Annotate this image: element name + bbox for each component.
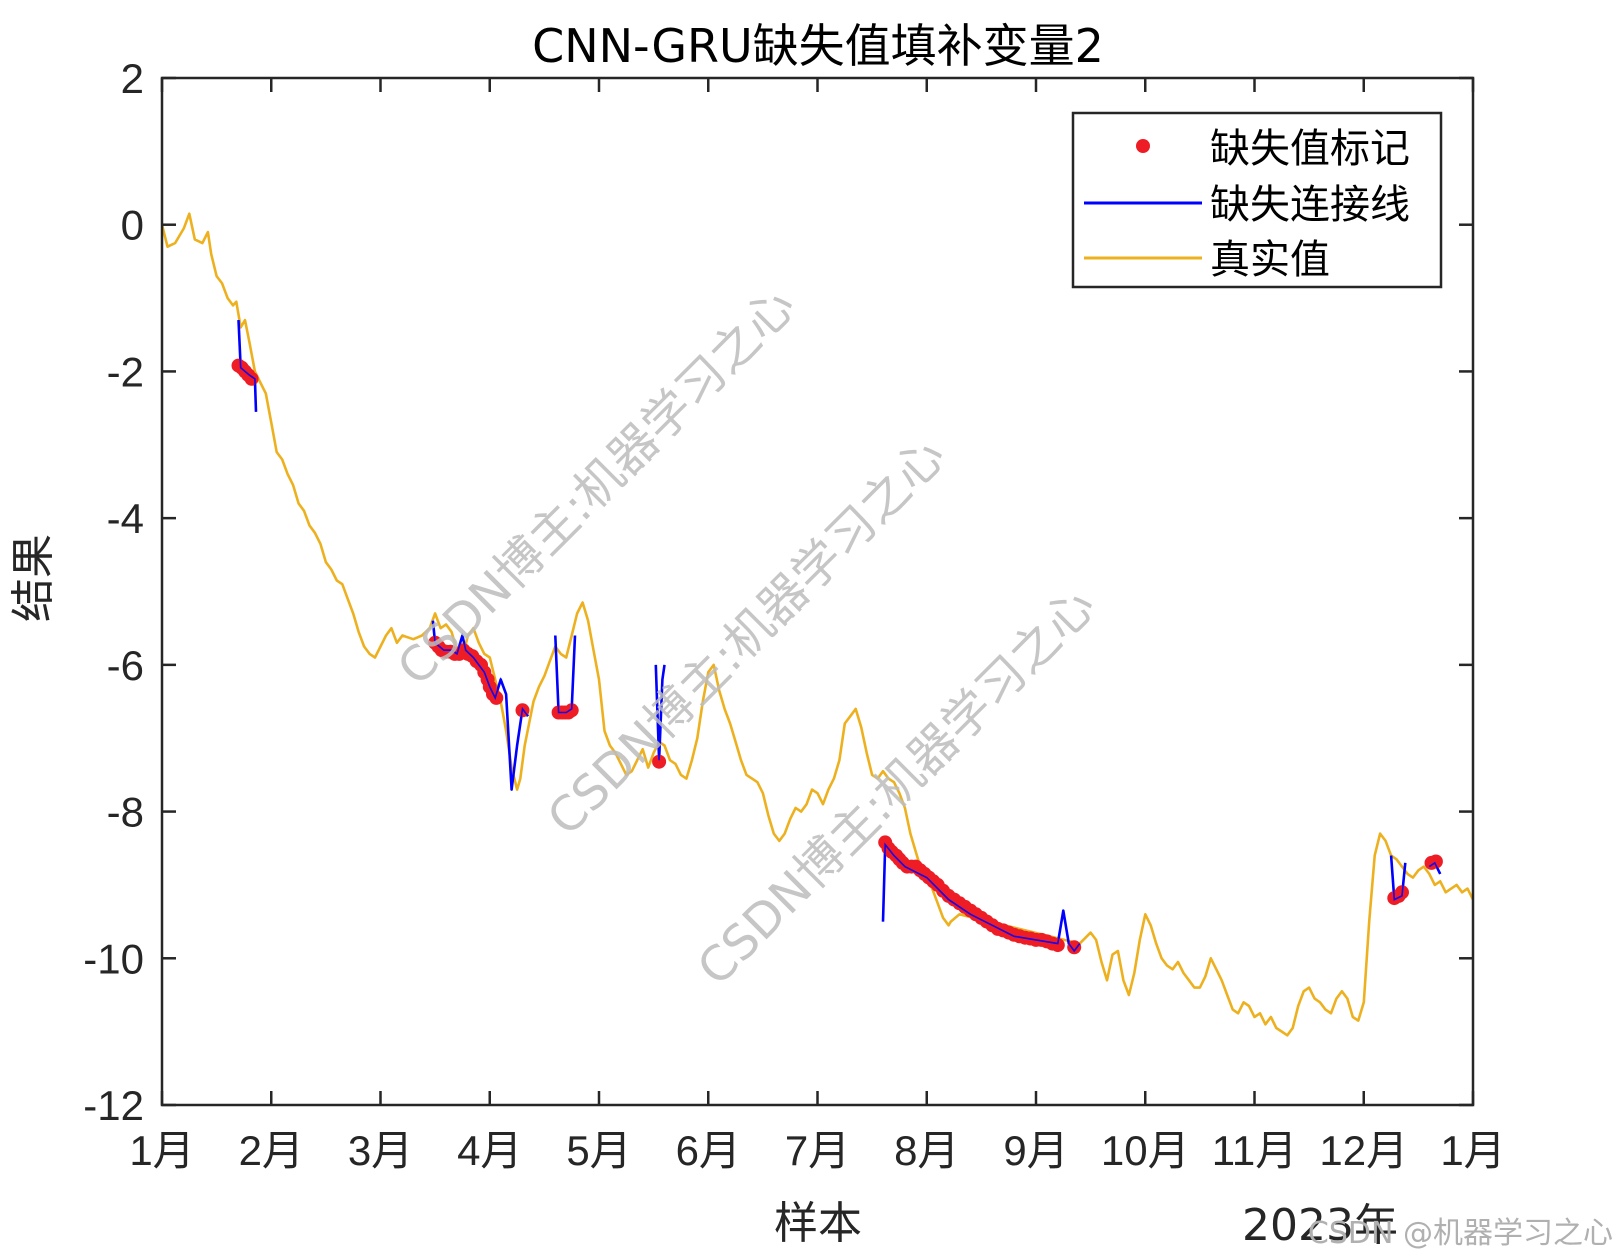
x-tick-label: 7月 xyxy=(785,1127,850,1174)
x-tick-label: 10月 xyxy=(1101,1127,1190,1174)
missing-connection-overlay xyxy=(655,664,666,761)
x-tick-label: 3月 xyxy=(348,1127,413,1174)
x-tick-label: 9月 xyxy=(1003,1127,1068,1174)
chart-title: CNN-GRU缺失值填补变量2 xyxy=(532,19,1104,73)
y-tick-label: -12 xyxy=(83,1082,144,1129)
legend-item-missing-line: 缺失连接线 xyxy=(1084,182,1410,228)
missing-connection-overlay xyxy=(554,635,576,714)
series-missing-markers xyxy=(231,320,1443,955)
missing-connection-overlay xyxy=(1390,855,1407,901)
y-tick-label: -2 xyxy=(107,348,144,395)
y-tick-label: -6 xyxy=(107,642,144,689)
x-tick-label: 2月 xyxy=(239,1127,304,1174)
y-tick-label: -10 xyxy=(83,935,144,982)
missing-value-marker xyxy=(244,371,259,386)
missing-connection-overlay xyxy=(432,620,529,790)
missing-value-marker xyxy=(1050,938,1065,953)
y-tick-label: 2 xyxy=(121,55,144,102)
x-tick-label: 4月 xyxy=(457,1127,522,1174)
missing-connection-overlay xyxy=(1428,861,1441,875)
legend-item-missing-marker: 缺失值标记 xyxy=(1136,126,1410,172)
x-year-label: 2023年 xyxy=(1242,1200,1398,1251)
y-tick-label: 0 xyxy=(121,202,144,249)
legend-label-missing-marker: 缺失值标记 xyxy=(1210,126,1410,172)
missing-value-marker xyxy=(652,754,667,769)
x-tick-label: 5月 xyxy=(566,1127,631,1174)
missing-value-marker xyxy=(1067,940,1082,955)
missing-connection-overlay xyxy=(237,320,257,412)
legend: 缺失值标记 缺失连接线 真实值 xyxy=(1071,111,1443,289)
x-tick-label: 11月 xyxy=(1212,1127,1298,1174)
series-real-values xyxy=(162,212,1473,1037)
x-tick-label: 1月 xyxy=(1440,1127,1505,1174)
missing-value-marker xyxy=(564,703,579,718)
y-tick-label: -4 xyxy=(107,495,144,542)
y-tick-label: -8 xyxy=(107,789,144,836)
x-tick-label: 12月 xyxy=(1319,1127,1408,1174)
legend-item-real-value: 真实值 xyxy=(1084,237,1330,283)
legend-label-real-value: 真实值 xyxy=(1210,237,1330,283)
x-tick-label: 8月 xyxy=(894,1127,959,1174)
legend-marker-dot xyxy=(1136,139,1150,153)
missing-connection-overlay xyxy=(882,842,1081,953)
legend-label-missing-line: 缺失连接线 xyxy=(1210,182,1410,228)
x-axis-title: 样本 xyxy=(774,1198,862,1249)
axes: 1月 2月 3月 4月 5月 6月 7月 8月 9月 10月 11月 12月 1月 2 0 -2 -4 -6 -8 -… xyxy=(83,55,1505,1174)
x-tick-label: 1月 xyxy=(129,1127,194,1174)
y-axis-title: 结果 xyxy=(8,534,59,622)
x-tick-label: 6月 xyxy=(676,1127,741,1174)
real-value-line xyxy=(162,212,1473,1037)
corner-watermark: CSDN @机器学习之心 xyxy=(1308,1216,1613,1251)
